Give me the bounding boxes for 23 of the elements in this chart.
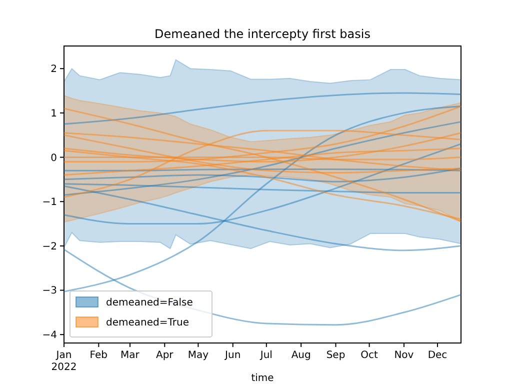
x-tick-label: Mar [120,350,140,361]
y-tick-label: 0 [50,152,57,164]
x-tick-label: Jul [259,350,272,361]
x-tick-label: Oct [360,350,378,361]
x-tick-label: May [188,350,209,361]
legend-label: demeaned=False [106,298,193,308]
y-tick-label: −3 [42,286,57,297]
y-tick-label: 1 [50,108,57,120]
y-tick-label: −1 [42,197,57,208]
x-tick-label: Jun [224,350,241,361]
x-tick-label: Aug [291,350,311,361]
x-tick-label: Apr [156,350,174,361]
chart-title: Demeaned the intercepty first basis [154,27,370,41]
x-tick-label: Sep [326,350,346,361]
y-tick-label: −4 [42,330,57,342]
x-axis-title: time [251,373,274,384]
y-tick-label: −2 [42,241,57,252]
x-tick-label: Dec [428,350,448,361]
x-tick-label: Feb [90,350,108,361]
y-tick-label: 2 [50,64,57,76]
x-tick-label: Jan 2022 [51,350,77,373]
x-tick-label: Nov [394,350,414,361]
legend-label: demeaned=True [106,318,189,328]
